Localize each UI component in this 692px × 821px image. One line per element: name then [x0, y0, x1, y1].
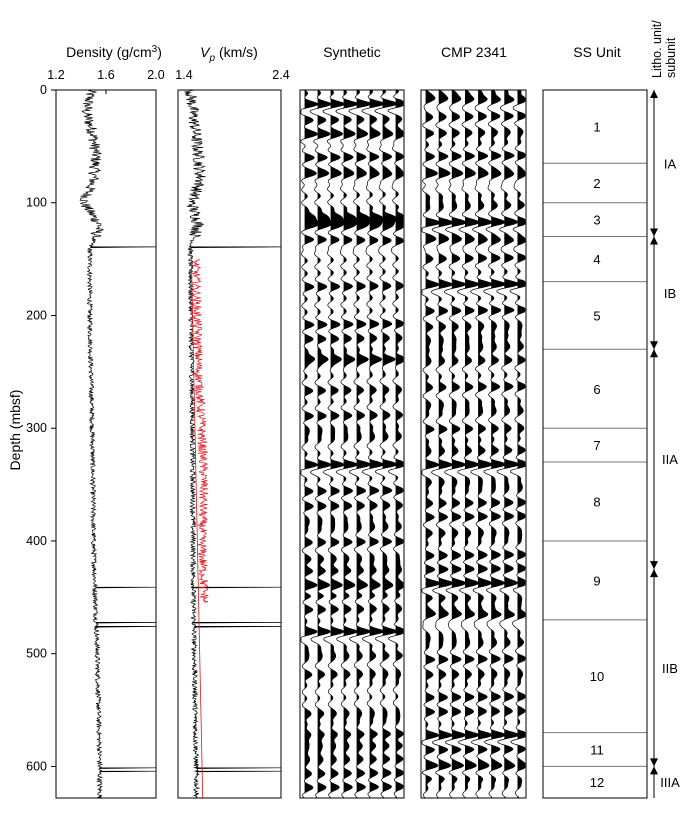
depth-tick-label-500: 500 [26, 647, 47, 661]
synthetic-trace-2 [309, 89, 332, 799]
synthetic-trace-5 [348, 89, 372, 799]
depth-tick-label-100: 100 [26, 196, 47, 210]
litho-arrow-up-IB [650, 236, 658, 245]
synthetic-trace-fill-5 [356, 90, 372, 798]
cmp-trace-fill-4 [465, 90, 480, 798]
litho-arrow-down-IA [650, 228, 658, 237]
cmp-trace-fill-7 [504, 90, 520, 798]
density-tick-label-1: 1.2 [47, 68, 64, 82]
density-tick-label-2: 1.6 [97, 68, 114, 82]
synthetic-trace-fill-8 [395, 90, 403, 798]
depth-tick-label-600: 600 [26, 759, 47, 773]
ss-unit-label-5: 5 [593, 308, 600, 323]
ss-unit-panel-title: SS Unit [573, 44, 621, 60]
litho-arrow-up-IIA [650, 349, 658, 358]
litho-unit-label-IA: IA [664, 156, 677, 171]
litho-arrow-up-IIIA [650, 766, 658, 775]
vp-log-trace [184, 89, 282, 798]
ss-unit-label-8: 8 [593, 494, 600, 509]
synthetic-trace-fill-1 [304, 90, 319, 798]
depth-axis-label: Depth (mbsf) [7, 390, 23, 471]
cmp-panel-frame [420, 89, 527, 799]
cmp-trace-fill-8 [517, 90, 525, 798]
ss-unit-panel-frame [542, 89, 648, 799]
lithologic-units-column: IA IB IIA IIB IIIA [650, 90, 680, 798]
ss-unit-label-9: 9 [593, 573, 600, 588]
litho-unit-label-IIA: IIA [662, 452, 678, 467]
vp-panel-frame [177, 89, 282, 799]
cmp-trace-7 [496, 89, 520, 799]
litho-arrow-down-IIA [650, 561, 658, 570]
density-panel-frame [55, 89, 157, 799]
density-panel-title: Density (g/cm3) [66, 44, 162, 60]
ss-unit-label-12: 12 [590, 775, 604, 790]
litho-unit-label-IIB: IIB [662, 661, 678, 676]
vp-tick-label-1: 1.4 [175, 68, 192, 82]
density-log-trace [79, 89, 157, 798]
depth-tick-label-200: 200 [26, 308, 47, 322]
cmp-trace-fill-5 [478, 90, 493, 798]
ss-unit-label-10: 10 [590, 669, 604, 684]
litho-arrow-up-IIB [650, 569, 658, 578]
synthetic-seismogram [300, 89, 404, 799]
cmp-trace-3 [443, 89, 467, 799]
vp-log-plot [177, 89, 282, 799]
vp-panel-title: Vp (km/s) [200, 44, 258, 64]
synthetic-trace-8 [387, 89, 404, 799]
litho-title-line2: subunit [664, 37, 678, 78]
synthetic-trace-3 [322, 89, 345, 799]
cmp-trace-1 [421, 89, 441, 799]
litho-arrow-down-IB [650, 341, 658, 350]
ss-unit-label-7: 7 [593, 438, 600, 453]
depth-tick-label-300: 300 [26, 421, 47, 435]
ss-unit-label-3: 3 [593, 213, 600, 228]
cmp-panel-title: CMP 2341 [441, 44, 507, 60]
depth-tick-label-0: 0 [40, 83, 47, 97]
depth-axis: 0 100 200 300 400 500 600 [26, 83, 56, 773]
cmp-trace-5 [470, 89, 494, 799]
depth-tick-label-400: 400 [26, 534, 47, 548]
cmp-trace-8 [509, 89, 526, 799]
synthetic-trace-7 [374, 89, 399, 799]
cmp-trace-6 [483, 89, 507, 799]
density-tick-label-3: 2.0 [147, 68, 164, 82]
vp-trend-line [190, 259, 204, 799]
cmp-trace-4 [456, 89, 480, 799]
synthetic-trace-6 [361, 89, 385, 799]
synthetic-panel-frame [299, 89, 405, 799]
cmp-trace-fill-6 [491, 90, 506, 798]
cmp-seismic-section [421, 89, 526, 799]
ss-unit-label-6: 6 [593, 382, 600, 397]
cmp-trace-fill-1 [425, 90, 441, 798]
litho-title-line1: Litho. unit/ [650, 20, 664, 78]
ss-unit-label-11: 11 [590, 743, 604, 758]
vp-tick-label-2: 2.4 [272, 68, 289, 82]
synthetic-trace-fill-4 [343, 90, 358, 798]
synthetic-trace-fill-2 [317, 90, 332, 798]
litho-unit-label-IB: IB [664, 286, 676, 301]
cmp-trace-2 [430, 89, 454, 799]
litho-unit-label-IIIA: IIIA [660, 775, 680, 790]
density-log-plot [55, 89, 157, 798]
synthetic-panel-title: Synthetic [323, 44, 381, 60]
litho-arrow-up-IA [650, 90, 658, 98]
ss-unit-label-4: 4 [593, 252, 600, 267]
synthetic-trace-1 [300, 89, 319, 799]
ss-unit-label-2: 2 [593, 176, 600, 191]
ss-unit-label-1: 1 [593, 120, 600, 135]
litho-arrow-down-IIB [650, 758, 658, 767]
synthetic-trace-4 [335, 89, 359, 799]
synthetic-trace-fill-3 [330, 90, 345, 798]
vp-measured-trace [191, 258, 209, 603]
